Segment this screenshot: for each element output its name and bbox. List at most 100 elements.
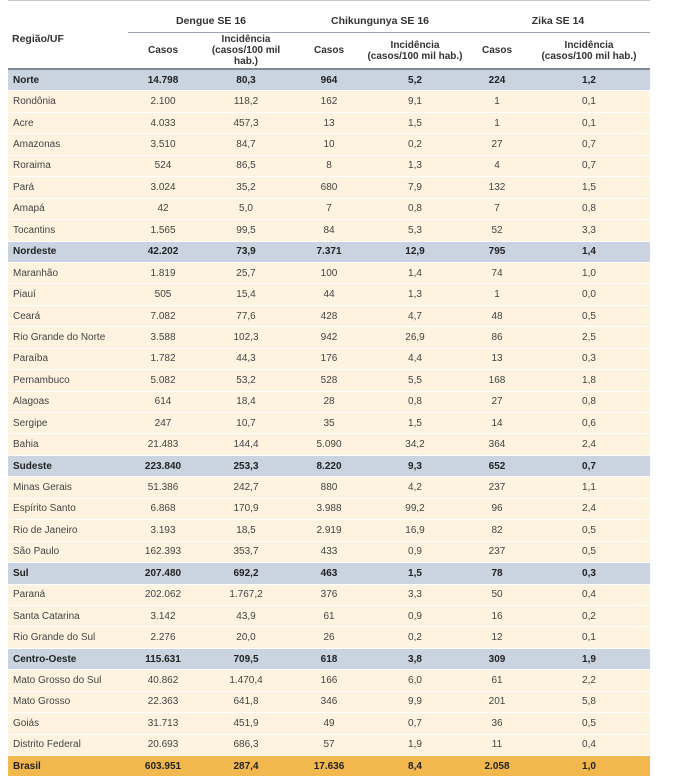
chikungunya-casos-cell: 8 (294, 155, 364, 178)
chikungunya-casos-cell: 35 (294, 412, 364, 435)
zika-casos-cell: 27 (466, 133, 528, 156)
dengue-casos-cell: 524 (128, 155, 198, 178)
chikungunya-incidencia-cell: 4,4 (364, 348, 466, 371)
dengue-incidencia-cell: 253,3 (198, 455, 294, 478)
row-label: Amapá (8, 198, 128, 221)
chikungunya-incidencia-cell: 9,3 (364, 455, 466, 478)
chikungunya-casos-cell: 2.919 (294, 519, 364, 542)
zika-casos-cell: 82 (466, 519, 528, 542)
row-label: Alagoas (8, 391, 128, 414)
zika-incidencia-cell: 0,6 (528, 412, 650, 435)
dengue-casos-header: Casos (147, 45, 178, 56)
zika-casos-cell: 78 (466, 562, 528, 585)
dengue-incidencia-cell: 1.767,2 (198, 584, 294, 606)
zika-incidencia-cell: 0,8 (528, 391, 650, 414)
zika-casos-cell: 12 (466, 626, 528, 649)
chikungunya-incidencia-cell: 99,2 (364, 498, 466, 521)
table-row: Sergipe 247 10,7 35 1,5 14 0,6 (8, 412, 650, 435)
dengue-casos-cell: 20.693 (128, 734, 198, 757)
region-row: Centro-Oeste 115.631 709,5 618 3,8 309 1,9 (8, 648, 650, 671)
chikungunya-incidencia-cell: 26,9 (364, 326, 466, 349)
zika-incidencia-cell: 0,8 (528, 198, 650, 221)
page: { "header": { "region_label": "Região/UF… (8, 0, 650, 777)
zika-casos-cell: 14 (466, 412, 528, 435)
dengue-incidencia-cell: 242,7 (198, 476, 294, 499)
region-row: Nordeste 42.202 73,9 7.371 12,9 795 1,4 (8, 241, 650, 263)
chikungunya-casos-cell: 346 (294, 691, 364, 714)
table-row: Mato Grosso 22.363 641,8 346 9,9 201 5,8 (8, 691, 650, 714)
dengue-incidencia-cell: 84,7 (198, 133, 294, 156)
dengue-incidencia-cell: 353,7 (198, 541, 294, 564)
dengue-casos-cell: 614 (128, 391, 198, 414)
cases-table: Região/UF Dengue SE 16 Chikungunya SE 16… (8, 0, 650, 777)
zika-casos-cell: 96 (466, 498, 528, 521)
chikungunya-incidencia-cell: 1,9 (364, 734, 466, 757)
chikungunya-casos-cell: 428 (294, 305, 364, 328)
dengue-casos-cell: 22.363 (128, 691, 198, 714)
chikungunya-casos-cell: 13 (294, 112, 364, 135)
table-row: Santa Catarina 3.142 43,9 61 0,9 16 0,2 (8, 605, 650, 628)
chikungunya-casos-cell: 100 (294, 262, 364, 285)
row-label: Espírito Santo (8, 498, 128, 521)
zika-incidencia-cell: 0,0 (528, 283, 650, 306)
table-row: Goiás 31.713 451,9 49 0,7 36 0,5 (8, 712, 650, 735)
chikungunya-incidencia-header: Incidência (casos/100 mil hab.) (367, 39, 463, 62)
row-label: Rio Grande do Norte (8, 326, 128, 349)
zika-incidencia-cell: 0,4 (528, 584, 650, 606)
dengue-incidencia-cell: 641,8 (198, 691, 294, 714)
table-row: Mato Grosso do Sul 40.862 1.470,4 166 6,0 61 2… (8, 669, 650, 692)
zika-casos-cell: 16 (466, 605, 528, 628)
zika-casos-cell: 27 (466, 391, 528, 414)
dengue-casos-cell: 223.840 (128, 455, 198, 478)
zika-incidencia-cell: 0,5 (528, 541, 650, 564)
row-label: Rio de Janeiro (8, 519, 128, 542)
zika-incidencia-cell: 0,2 (528, 605, 650, 628)
row-label: Minas Gerais (8, 476, 128, 499)
zika-incidencia-cell: 1,0 (528, 262, 650, 285)
dengue-casos-cell: 7.082 (128, 305, 198, 328)
row-label: Goiás (8, 712, 128, 735)
chikungunya-incidencia-cell: 3,3 (364, 584, 466, 606)
zika-incidencia-cell: 1,0 (528, 755, 650, 777)
table-row: Acre 4.033 457,3 13 1,5 1 0,1 (8, 112, 650, 135)
zika-incidencia-cell: 1,4 (528, 241, 650, 263)
row-label: Amazonas (8, 133, 128, 156)
chikungunya-incidencia-cell: 0,2 (364, 133, 466, 156)
dengue-incidencia-cell: 457,3 (198, 112, 294, 135)
zika-incidencia-cell: 5,8 (528, 691, 650, 714)
region-column-header: Região/UF (12, 33, 64, 45)
zika-incidencia-cell: 0,7 (528, 155, 650, 178)
table-row: São Paulo 162.393 353,7 433 0,9 237 0,5 (8, 541, 650, 564)
chikungunya-incidencia-cell: 5,2 (364, 69, 466, 92)
chikungunya-casos-cell: 84 (294, 219, 364, 242)
chikungunya-casos-header: Casos (313, 45, 344, 56)
row-label: Paraíba (8, 348, 128, 371)
table-row: Rondônia 2.100 118,2 162 9,1 1 0,1 (8, 90, 650, 113)
table-row: Rio Grande do Norte 3.588 102,3 942 26,9 86 2,… (8, 326, 650, 349)
table-body: Norte 14.798 80,3 964 5,2 224 1,2 Rondônia 2.100… (8, 69, 650, 777)
zika-casos-cell: 2.058 (466, 755, 528, 777)
chikungunya-incidencia-cell: 4,7 (364, 305, 466, 328)
table-row: Pará 3.024 35,2 680 7,9 132 1,5 (8, 176, 650, 199)
dengue-incidencia-cell: 1.470,4 (198, 669, 294, 692)
chikungunya-casos-cell: 44 (294, 283, 364, 306)
row-label: Nordeste (8, 241, 128, 263)
zika-incidencia-cell: 0,1 (528, 626, 650, 649)
total-row: Brasil 603.951 287,4 17.636 8,4 2.058 1,0 (8, 755, 650, 777)
dengue-casos-cell: 3.024 (128, 176, 198, 199)
zika-casos-cell: 224 (466, 69, 528, 92)
chikungunya-casos-cell: 57 (294, 734, 364, 757)
row-label: Piauí (8, 283, 128, 306)
chikungunya-group-header: Chikungunya SE 16 (294, 0, 466, 33)
dengue-incidencia-cell: 25,7 (198, 262, 294, 285)
chikungunya-casos-cell: 433 (294, 541, 364, 564)
table-row: Ceará 7.082 77,6 428 4,7 48 0,5 (8, 305, 650, 328)
table-row: Rio de Janeiro 3.193 18,5 2.919 16,9 82 0,5 (8, 519, 650, 542)
dengue-incidencia-cell: 20,0 (198, 626, 294, 649)
row-label: Roraima (8, 155, 128, 178)
dengue-casos-cell: 1.782 (128, 348, 198, 371)
row-label: Sudeste (8, 455, 128, 478)
zika-casos-cell: 1 (466, 283, 528, 306)
dengue-casos-cell: 3.588 (128, 326, 198, 349)
zika-incidencia-cell: 2,5 (528, 326, 650, 349)
